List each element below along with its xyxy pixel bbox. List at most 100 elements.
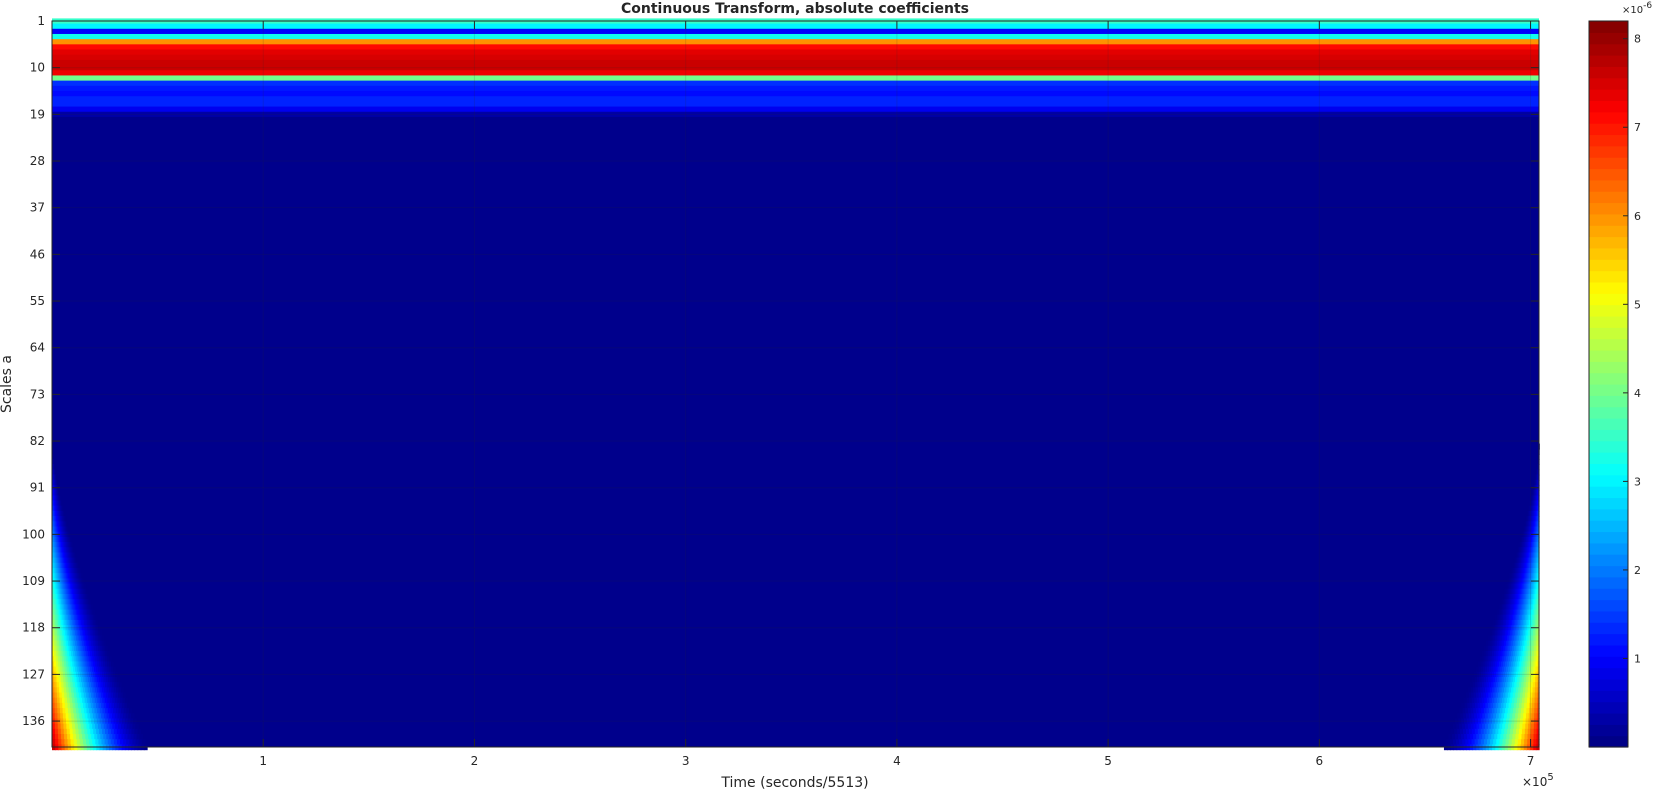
edge-effect-cell-left bbox=[73, 656, 77, 663]
edge-effect-cell-left bbox=[75, 573, 77, 580]
edge-effect-cell-left bbox=[111, 661, 114, 668]
edge-effect-cell-right bbox=[1507, 645, 1511, 652]
edge-effect-cell-left bbox=[59, 614, 62, 621]
edge-effect-cell-right bbox=[1529, 682, 1533, 688]
edge-effect-cell-left bbox=[57, 547, 60, 554]
edge-effect-cell-right bbox=[1516, 645, 1520, 652]
edge-effect-cell-left bbox=[90, 702, 94, 709]
edge-effect-cell-left bbox=[66, 562, 68, 569]
edge-effect-cell-left bbox=[118, 682, 122, 688]
edge-effect-cell-left bbox=[62, 542, 64, 548]
edge-effect-cell-right bbox=[1532, 682, 1535, 688]
edge-effect-cell-right bbox=[1515, 599, 1518, 605]
edge-effect-cell-right bbox=[1489, 687, 1493, 694]
edge-effect-cell-right bbox=[1519, 578, 1522, 585]
edge-effect-cell-right bbox=[1521, 531, 1523, 538]
edge-effect-cell-left bbox=[65, 682, 69, 688]
edge-effect-cell-left bbox=[76, 573, 78, 580]
edge-effect-cell-left bbox=[120, 739, 124, 746]
edge-effect-cell-right bbox=[1502, 619, 1505, 626]
edge-effect-cell-left bbox=[69, 728, 74, 735]
edge-effect-cell-right bbox=[1521, 573, 1524, 580]
edge-effect-cell-right bbox=[1509, 573, 1512, 580]
y-tick-label: 10 bbox=[30, 61, 45, 75]
edge-effect-cell-right bbox=[1533, 728, 1537, 735]
edge-effect-cell-left bbox=[67, 542, 69, 548]
edge-effect-cell-left bbox=[60, 547, 62, 554]
edge-effect-cell-right bbox=[1479, 687, 1483, 694]
edge-effect-cell-right bbox=[1529, 619, 1532, 626]
edge-effect-cell-left bbox=[83, 588, 86, 595]
edge-effect-cell-left bbox=[77, 723, 82, 730]
edge-effect-cell-left bbox=[59, 578, 62, 585]
edge-effect-cell-right bbox=[1519, 542, 1521, 548]
colorbar-tick-label: 7 bbox=[1634, 121, 1641, 134]
edge-effect-cell-left bbox=[61, 588, 64, 595]
edge-effect-cell-right bbox=[1517, 671, 1521, 678]
edge-effect-cell-left bbox=[118, 723, 122, 730]
edge-effect-cell-left bbox=[64, 552, 67, 559]
edge-effect-cell-right bbox=[1525, 614, 1528, 621]
edge-effect-cell-right bbox=[1529, 557, 1532, 564]
edge-effect-cell-right bbox=[1520, 635, 1523, 642]
edge-effect-cell-left bbox=[73, 547, 75, 554]
edge-effect-cell-right bbox=[1472, 723, 1477, 730]
edge-effect-cell-right bbox=[1536, 692, 1540, 699]
edge-effect-cell-left bbox=[83, 656, 87, 663]
edge-effect-cell-right bbox=[1499, 604, 1502, 611]
edge-effect-cell-right bbox=[1496, 687, 1500, 694]
edge-effect-cell-right bbox=[1488, 666, 1492, 673]
edge-effect-cell-right bbox=[1473, 671, 1477, 678]
edge-effect-cell-left bbox=[58, 604, 61, 611]
edge-effect-cell-right bbox=[1518, 682, 1522, 688]
edge-effect-cell-right bbox=[1479, 682, 1482, 688]
edge-effect-cell-right bbox=[1528, 671, 1531, 678]
edge-effect-cell-right bbox=[1518, 557, 1521, 564]
edge-effect-cell-left bbox=[130, 718, 134, 725]
edge-effect-cell-right bbox=[1525, 619, 1528, 626]
edge-effect-cell-left bbox=[110, 728, 115, 735]
edge-effect-cell-left bbox=[101, 671, 105, 678]
edge-effect-cell-right bbox=[1477, 692, 1481, 699]
edge-effect-cell-left bbox=[56, 604, 58, 611]
edge-effect-cell-right bbox=[1527, 676, 1531, 683]
edge-effect-cell-right bbox=[1528, 697, 1533, 704]
edge-effect-cell-right bbox=[1525, 604, 1528, 611]
edge-effect-cell-left bbox=[82, 614, 85, 621]
edge-effect-cell-left bbox=[89, 609, 92, 616]
edge-effect-cell-right bbox=[1525, 651, 1529, 657]
edge-effect-cell-left bbox=[96, 676, 100, 683]
edge-effect-cell-left bbox=[63, 536, 65, 543]
edge-effect-cell-right bbox=[1503, 619, 1507, 626]
edge-effect-cell-right bbox=[1527, 536, 1530, 543]
edge-effect-cell-right bbox=[1505, 609, 1508, 616]
colorbar-tick-label: 1 bbox=[1634, 652, 1641, 665]
edge-effect-cell-left bbox=[84, 630, 88, 637]
edge-effect-cell-left bbox=[80, 640, 83, 647]
edge-effect-cell-left bbox=[70, 599, 72, 605]
edge-effect-cell-right bbox=[1521, 536, 1523, 543]
edge-effect-cell-left bbox=[79, 734, 83, 740]
edge-effect-cell-left bbox=[67, 619, 70, 626]
edge-effect-cell-right bbox=[1475, 708, 1479, 714]
edge-effect-cell-right bbox=[1500, 713, 1505, 720]
edge-effect-cell-left bbox=[53, 562, 56, 569]
edge-effect-cell-right bbox=[1490, 666, 1494, 673]
edge-effect-cell-left bbox=[69, 536, 71, 543]
edge-effect-cell-left bbox=[79, 578, 82, 585]
x-tick-label: 2 bbox=[471, 754, 479, 768]
edge-effect-cell-right bbox=[1513, 568, 1515, 574]
edge-effect-cell-left bbox=[60, 676, 64, 683]
edge-effect-cell-left bbox=[62, 531, 65, 538]
edge-effect-cell-right bbox=[1495, 614, 1498, 621]
edge-effect-cell-right bbox=[1487, 651, 1491, 657]
edge-effect-cell-left bbox=[69, 552, 71, 559]
edge-effect-cell-left bbox=[87, 619, 90, 626]
edge-effect-cell-right bbox=[1512, 625, 1515, 631]
edge-effect-cell-right bbox=[1498, 687, 1502, 694]
edge-effect-cell-left bbox=[63, 723, 67, 730]
edge-effect-cell-right bbox=[1495, 656, 1499, 663]
edge-effect-cell-right bbox=[1518, 651, 1521, 657]
edge-effect-cell-left bbox=[64, 604, 67, 611]
